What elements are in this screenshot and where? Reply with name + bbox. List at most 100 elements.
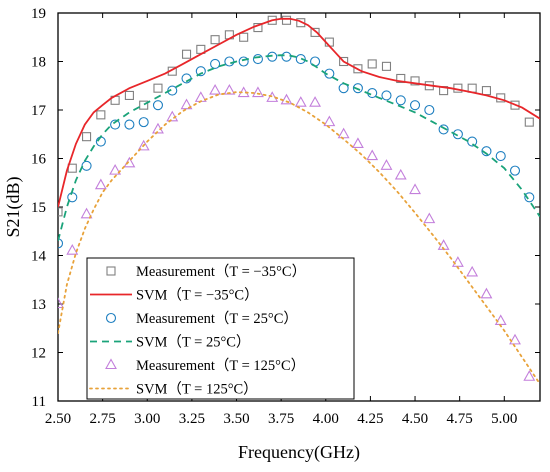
legend-entry: SVM（T = 125°C） bbox=[89, 381, 258, 398]
data-point bbox=[95, 136, 106, 147]
data-point bbox=[509, 333, 521, 345]
data-point bbox=[423, 212, 436, 224]
x-tick-label: 5.00 bbox=[491, 411, 517, 427]
series-3 bbox=[58, 54, 540, 242]
legend-entry: SVM（T = 25°C） bbox=[90, 334, 250, 351]
data-point bbox=[339, 56, 349, 67]
data-point bbox=[58, 297, 64, 309]
data-point bbox=[209, 83, 222, 95]
legend-entry: Measurement（T = 125°C） bbox=[105, 357, 305, 374]
y-tick-label: 11 bbox=[32, 394, 46, 410]
data-point bbox=[524, 192, 535, 203]
y-tick-label: 18 bbox=[31, 55, 46, 71]
y-axis-title: S21(dB) bbox=[3, 176, 24, 237]
data-point bbox=[337, 127, 350, 139]
legend-entry: Measurement（T = 25°C） bbox=[105, 310, 298, 327]
data-point bbox=[180, 98, 193, 110]
y-tick-label: 16 bbox=[31, 152, 47, 168]
data-point bbox=[480, 287, 493, 299]
legend: Measurement（T = −35°C） SVM（T = −35°C） Meas… bbox=[86, 257, 355, 400]
data-point bbox=[381, 61, 392, 71]
data-point bbox=[281, 51, 292, 62]
data-point bbox=[510, 100, 520, 110]
data-point bbox=[138, 117, 149, 128]
data-point bbox=[481, 146, 492, 157]
data-point bbox=[239, 32, 249, 42]
data-point bbox=[323, 115, 336, 127]
x-tick-label: 3.25 bbox=[179, 411, 205, 427]
data-point bbox=[80, 207, 93, 219]
data-point bbox=[409, 183, 421, 195]
legend-label: SVM（T = −35°C） bbox=[136, 287, 259, 304]
data-point bbox=[495, 151, 506, 162]
data-point bbox=[252, 54, 263, 65]
legend-marker-swatch bbox=[106, 266, 116, 276]
data-point bbox=[424, 104, 435, 116]
series-4 bbox=[58, 83, 536, 381]
legend-entry: SVM（T = −35°C） bbox=[90, 287, 259, 304]
data-point bbox=[381, 90, 392, 101]
legend-label: SVM（T = 125°C） bbox=[136, 381, 258, 398]
series-5 bbox=[58, 91, 540, 385]
data-point bbox=[224, 56, 235, 67]
x-tick-label: 4.50 bbox=[402, 411, 428, 427]
y-tick-label: 12 bbox=[31, 346, 46, 362]
data-point bbox=[438, 124, 449, 135]
data-point bbox=[380, 159, 393, 170]
y-tick-label: 14 bbox=[31, 249, 47, 265]
data-point bbox=[238, 56, 249, 67]
data-point bbox=[110, 119, 121, 130]
x-tick-label: 2.75 bbox=[90, 411, 116, 427]
data-point bbox=[309, 96, 322, 107]
data-point bbox=[152, 100, 164, 111]
legend-label: Measurement（T = −35°C） bbox=[136, 263, 306, 280]
data-point bbox=[210, 35, 220, 45]
legend-label: SVM（T = 25°C） bbox=[136, 334, 250, 351]
data-point bbox=[294, 96, 307, 107]
x-tick-label: 3.50 bbox=[223, 411, 249, 427]
data-point bbox=[281, 15, 292, 25]
legend-label: Measurement（T = 25°C） bbox=[136, 310, 298, 327]
data-point bbox=[124, 90, 134, 100]
data-point bbox=[394, 168, 407, 180]
data-point bbox=[94, 178, 107, 190]
data-point bbox=[366, 149, 379, 161]
data-point bbox=[96, 110, 106, 120]
data-point bbox=[295, 54, 306, 65]
data-point bbox=[410, 76, 420, 86]
y-tick-label: 19 bbox=[31, 6, 46, 22]
x-tick-label: 4.75 bbox=[447, 411, 473, 427]
y-tick-label: 17 bbox=[31, 103, 47, 119]
data-point bbox=[280, 93, 293, 105]
x-tick-label: 4.00 bbox=[313, 411, 339, 427]
data-point bbox=[124, 119, 135, 130]
series-line bbox=[58, 17, 540, 208]
legend-entry: Measurement（T = −35°C） bbox=[106, 263, 306, 280]
y-tick-label: 15 bbox=[31, 200, 46, 216]
x-tick-label: 3.75 bbox=[268, 411, 294, 427]
data-point bbox=[252, 86, 264, 98]
legend-marker-swatch bbox=[105, 312, 117, 324]
y-tick-label: 13 bbox=[31, 297, 46, 313]
data-point bbox=[395, 95, 406, 106]
data-point bbox=[310, 27, 320, 37]
x-tick-label: 2.50 bbox=[45, 411, 71, 427]
data-point bbox=[109, 163, 122, 175]
data-point bbox=[153, 83, 163, 93]
x-tick-label: 3.00 bbox=[134, 411, 160, 427]
data-point bbox=[367, 59, 377, 69]
data-point bbox=[123, 156, 136, 168]
data-point bbox=[509, 165, 521, 176]
data-point bbox=[223, 83, 236, 95]
x-axis-title: Frequency(GHz) bbox=[238, 442, 360, 463]
data-point bbox=[466, 265, 479, 277]
data-point bbox=[137, 139, 150, 151]
legend-box bbox=[86, 257, 355, 400]
data-point bbox=[195, 66, 206, 77]
data-point bbox=[58, 238, 64, 249]
data-point bbox=[81, 160, 92, 171]
legend-label: Measurement（T = 125°C） bbox=[136, 357, 305, 374]
series-1 bbox=[58, 17, 540, 208]
data-point bbox=[351, 137, 364, 148]
